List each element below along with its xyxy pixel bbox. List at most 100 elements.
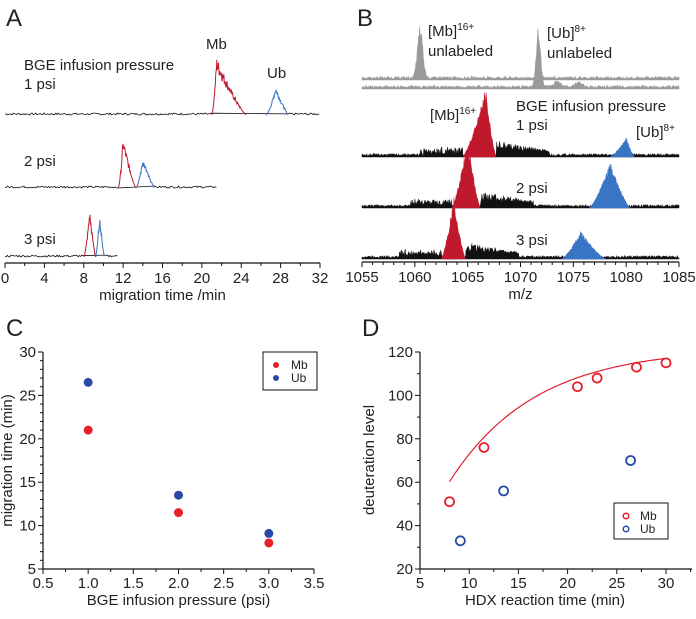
- point-ub: [264, 528, 274, 538]
- point-ub: [625, 455, 636, 466]
- x-tick-label: 20: [194, 270, 211, 287]
- panel-letter-d: D: [362, 315, 379, 342]
- peak-mb: [83, 214, 97, 258]
- y-tick-label: 60: [396, 474, 413, 491]
- trace-mb-unlabeled: [361, 26, 680, 81]
- x-tick-label: 12: [115, 270, 132, 287]
- trace-baseline: [4, 112, 320, 116]
- y-tick-label: 80: [396, 431, 413, 448]
- x-tick-label: 5: [416, 575, 424, 592]
- panel-c: 0.5 1.0 1.5 2.0 2.5 3.0 3.5 5 10 15 20 25 30 BGE infu…: [0, 344, 324, 609]
- point-mb: [264, 538, 274, 548]
- x-tick-label: 1085: [662, 269, 695, 286]
- point-mb: [174, 508, 183, 518]
- x-tick-label: 3.5: [304, 575, 325, 592]
- annotation-mb: Mb: [206, 36, 227, 53]
- x-tick-label: 30: [658, 575, 675, 592]
- x-tick-label: 10: [461, 575, 478, 592]
- annotation-ub: Ub: [267, 65, 286, 82]
- y-tick-label: 25: [19, 387, 36, 404]
- trace-baseline: [4, 254, 118, 258]
- y-tick-label: 20: [19, 431, 36, 448]
- annotation-mb: [Mb]16+: [430, 106, 476, 124]
- peak-ub: [589, 163, 631, 209]
- peak-ub: [561, 230, 607, 260]
- x-tick-label: 2.5: [213, 575, 234, 592]
- x-tick-label: 4: [40, 270, 48, 287]
- x-axis-label: HDX reaction time (min): [465, 592, 625, 609]
- x-tick-label: 3.0: [258, 575, 279, 592]
- panel-letter-b: B: [357, 5, 373, 32]
- annotation-3psi: 3 psi: [24, 231, 56, 248]
- legend-box: [262, 351, 318, 391]
- x-tick-label: 1065: [451, 269, 484, 286]
- x-tick-label: 0.5: [33, 575, 54, 592]
- panel-b: 1055 1060 1065 1070 1075 1080 1085 m/z [Mb]16+ un…: [345, 22, 695, 303]
- trace-baseline: [4, 185, 217, 189]
- point-mb: [660, 357, 672, 369]
- legend-label-mb: Mb: [640, 509, 657, 523]
- panel-letter-c: C: [6, 315, 23, 342]
- point-ub: [174, 490, 183, 500]
- x-tick-label: 8: [80, 270, 88, 287]
- annotation-ub-unlabeled: [Ub]8+: [547, 24, 586, 42]
- annotation-1psi: 1 psi: [516, 117, 548, 134]
- annotation-unlabeled: unlabeled: [428, 43, 493, 60]
- x-tick-label: 25: [608, 575, 625, 592]
- trace-3psi: [361, 243, 680, 260]
- x-tick-label: 1055: [345, 269, 378, 286]
- x-axis-label: migration time /min: [99, 287, 226, 304]
- x-tick-label: 1070: [504, 269, 537, 286]
- x-tick-label: 0: [1, 270, 9, 287]
- panel-letter-a: A: [6, 5, 22, 32]
- peak-ub: [95, 219, 105, 258]
- y-tick-label: 15: [19, 474, 36, 491]
- y-tick-label: 20: [396, 561, 413, 578]
- y-tick-label: 40: [396, 518, 413, 535]
- peak-ub: [610, 137, 635, 158]
- annotation-bge-pressure: BGE infusion pressure: [516, 98, 666, 115]
- x-tick-label: 1.0: [78, 575, 99, 592]
- peak-mb: [451, 148, 481, 209]
- y-tick-label: 120: [388, 344, 413, 361]
- legend-marker-ub: [273, 375, 279, 381]
- point-mb: [591, 372, 603, 384]
- fit-curve-mb: [448, 357, 667, 483]
- x-tick-label: 1.5: [123, 575, 144, 592]
- x-axis-label: m/z: [508, 286, 532, 303]
- y-tick-label: 5: [28, 561, 36, 578]
- legend-label-ub: Ub: [640, 522, 656, 536]
- peak-mb: [211, 59, 247, 116]
- y-axis-label: deuteration level: [361, 405, 378, 515]
- annotation-ub: [Ub]8+: [636, 123, 675, 141]
- point-mb: [478, 442, 490, 453]
- legend-marker-mb: [622, 512, 630, 520]
- trace-ub-unlabeled: [361, 28, 680, 90]
- legend-marker-ub: [622, 525, 630, 533]
- legend-label-ub: Ub: [291, 371, 307, 385]
- point-ub: [454, 535, 466, 547]
- x-tick-label: 20: [559, 575, 576, 592]
- annotation-1psi: 1 psi: [24, 76, 56, 93]
- annotation-2psi: 2 psi: [516, 180, 548, 197]
- y-axis-label: migration time (min): [0, 394, 16, 527]
- x-tick-label: 15: [510, 575, 527, 592]
- x-tick-label: 1060: [398, 269, 431, 286]
- legend-box: [613, 502, 669, 540]
- panel-d: 5 10 15 20 25 30 20 40 60 80 100 120 HDX reaction ti…: [361, 344, 692, 609]
- legend-label-mb: Mb: [291, 358, 308, 372]
- panel-a: 0 4 8 12 16 20 24 28 32 migration time /min BGE in…: [1, 36, 329, 304]
- annotation-mb-unlabeled: [Mb]16+: [428, 22, 474, 40]
- peak-mb: [117, 143, 137, 189]
- annotation-2psi: 2 psi: [24, 153, 56, 170]
- annotation-unlabeled: unlabeled: [547, 45, 612, 62]
- point-mb: [572, 381, 583, 393]
- point-mb: [83, 425, 93, 435]
- x-tick-label: 1080: [609, 269, 642, 286]
- y-tick-label: 10: [19, 518, 36, 535]
- x-tick-label: 2.0: [168, 575, 189, 592]
- point-mb: [444, 496, 455, 508]
- peak-ub: [265, 89, 289, 116]
- peak-ub: [135, 161, 155, 189]
